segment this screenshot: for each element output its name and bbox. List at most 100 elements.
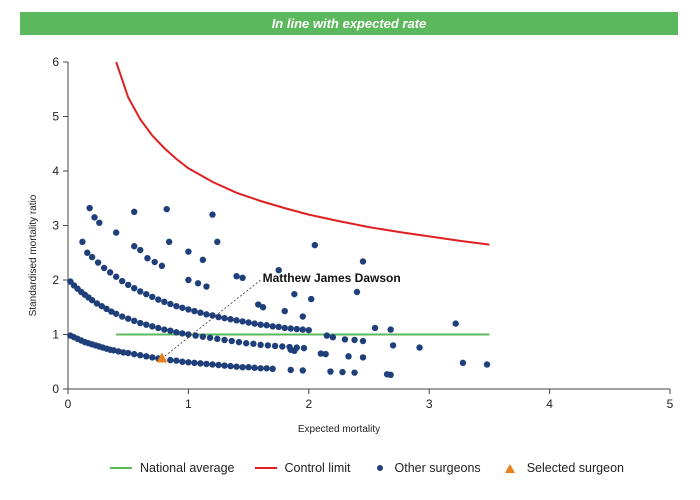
other-surgeon-point [149, 323, 156, 330]
other-surgeon-point [329, 334, 337, 341]
other-surgeon-point [245, 364, 252, 371]
x-tick-label: 3 [426, 397, 433, 411]
selected-surgeon-point [156, 352, 168, 363]
other-surgeon-point [483, 361, 491, 368]
other-surgeon-point [287, 366, 294, 374]
other-surgeon-point [137, 319, 144, 327]
other-surgeon-point [389, 342, 397, 349]
other-surgeon-point [263, 365, 270, 372]
other-surgeon-point [317, 350, 325, 357]
other-surgeon-point [96, 219, 103, 226]
other-surgeon-point [163, 205, 170, 213]
other-surgeon-point [203, 283, 210, 290]
other-surgeon-point [108, 308, 115, 315]
other-surgeon-point [269, 365, 276, 373]
other-surgeon-point [305, 326, 312, 334]
other-surgeon-point [206, 334, 214, 341]
other-surgeon-point [98, 302, 105, 310]
annotation-leader-line [161, 279, 261, 359]
legend-label-control-limit: Control limit [284, 461, 351, 475]
other-surgeon-point [112, 273, 120, 280]
other-surgeon-point [158, 262, 166, 270]
legend-item-national-average: National average [110, 461, 235, 475]
other-surgeon-point [209, 312, 216, 319]
other-surgeon-point [125, 349, 132, 357]
other-surgeon-point [371, 324, 379, 332]
other-surgeon-point [149, 293, 156, 301]
chart-status-banner: In line with expected rate [20, 12, 678, 35]
other-surgeon-point [387, 371, 394, 379]
selected-surgeon-annotation: Matthew James Dawson [263, 271, 401, 285]
other-surgeon-point [199, 256, 207, 264]
other-surgeon-point [233, 317, 240, 324]
other-surgeon-point [179, 330, 186, 337]
other-surgeon-point [263, 322, 270, 329]
x-axis-label: Expected mortality [298, 424, 380, 435]
other-surgeon-point [275, 323, 282, 331]
other-surgeon-point [144, 255, 151, 262]
other-surgeons-swatch [376, 465, 383, 471]
other-surgeon-point [459, 359, 467, 367]
other-surgeon-point [131, 243, 138, 250]
other-surgeon-point [345, 353, 352, 360]
other-surgeon-point [239, 274, 246, 282]
other-surgeon-point [239, 318, 246, 325]
other-surgeon-point [165, 238, 173, 246]
other-surgeon-point [151, 258, 158, 266]
other-surgeon-point [192, 332, 199, 339]
other-surgeon-point [100, 264, 108, 272]
legend-item-control-limit: Control limit [254, 461, 351, 475]
other-surgeon-point [88, 253, 96, 261]
other-surgeon-point [161, 326, 168, 333]
other-surgeon-point [416, 344, 423, 351]
y-tick-label: 0 [52, 382, 59, 396]
other-surgeon-point [291, 290, 298, 298]
other-surgeon-point [167, 356, 174, 364]
other-surgeon-point [143, 353, 150, 360]
other-surgeon-point [199, 333, 207, 340]
other-surgeon-point [257, 321, 264, 328]
other-surgeon-point [227, 362, 234, 370]
other-surgeon-point [118, 313, 126, 320]
other-surgeon-point [353, 288, 361, 296]
other-surgeon-point [173, 357, 180, 364]
other-surgeon-point [221, 362, 228, 369]
other-surgeon-point [185, 306, 192, 313]
other-surgeon-point [167, 300, 174, 308]
other-surgeon-point [79, 238, 86, 246]
other-surgeon-point [359, 258, 367, 265]
other-surgeon-point [94, 259, 102, 266]
other-surgeon-point [242, 340, 250, 347]
national-average-swatch [110, 467, 132, 469]
x-tick-label: 4 [546, 397, 553, 411]
other-surgeon-point [339, 368, 346, 376]
other-surgeon-point [185, 248, 192, 255]
other-surgeon-point [228, 337, 235, 345]
other-surgeon-point [155, 296, 162, 303]
other-surgeon-point [161, 298, 168, 305]
other-surgeon-point [359, 354, 367, 361]
other-surgeon-point [452, 320, 459, 327]
other-surgeon-point [173, 329, 180, 336]
y-tick-label: 3 [52, 219, 59, 233]
other-surgeon-point [322, 350, 329, 358]
legend-item-selected-surgeon: Selected surgeon [501, 461, 624, 475]
other-surgeon-point [233, 272, 240, 280]
x-tick-label: 1 [185, 397, 192, 411]
other-surgeon-point [221, 314, 228, 322]
other-surgeon-point [221, 336, 228, 344]
x-tick-label: 5 [667, 397, 674, 411]
other-surgeon-point [191, 359, 198, 367]
y-tick-label: 1 [52, 328, 59, 342]
other-surgeon-point [137, 246, 144, 254]
legend-label-national-average: National average [140, 461, 235, 475]
other-surgeon-point [203, 311, 210, 318]
other-surgeon-point [214, 238, 221, 246]
other-surgeon-point [131, 208, 138, 216]
other-surgeon-point [197, 309, 204, 316]
y-axis-label: Standardised mortality ratio [28, 194, 39, 316]
other-surgeon-point [227, 316, 234, 323]
other-surgeon-point [155, 324, 162, 332]
other-surgeon-point [233, 363, 240, 370]
other-surgeon-point [214, 335, 221, 343]
